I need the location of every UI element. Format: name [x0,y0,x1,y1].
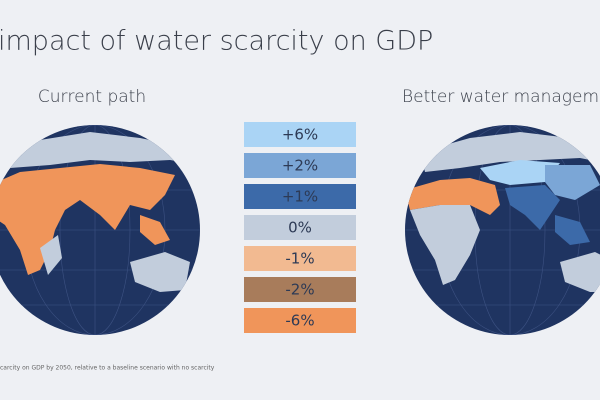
legend-label: +2% [282,157,318,175]
legend-swatch [244,184,356,209]
globe-current [0,125,200,335]
globe-better [405,125,600,335]
footnote: carcity on GDP by 2050, relative to a ba… [0,365,215,372]
legend-swatch [244,215,356,240]
map-label: Better water management [402,87,600,107]
map-label: Current path [38,87,146,107]
legend-label: -6% [285,312,314,330]
legend-swatch [244,246,356,271]
legend-swatch [244,277,356,302]
legend-label: +1% [282,188,318,206]
legend-label: -2% [285,281,314,299]
title: impact of water scarcity on GDP [0,26,433,57]
legend: +6% +2% +1% 0% -1% -2% -6% [244,122,356,333]
legend-label: 0% [288,219,312,237]
legend-label: +6% [282,126,318,144]
legend-label: -1% [285,250,314,268]
legend-swatch [244,153,356,178]
legend-swatch [244,122,356,147]
legend-swatch [244,308,356,333]
